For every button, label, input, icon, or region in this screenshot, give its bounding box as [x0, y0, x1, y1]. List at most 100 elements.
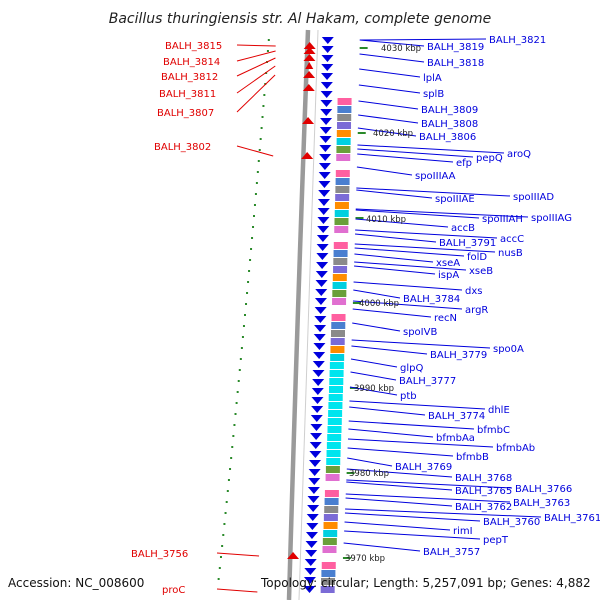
reverse-gene-arrow — [318, 163, 331, 170]
reverse-gene-arrow — [319, 127, 332, 134]
cds-color-block — [337, 106, 352, 113]
gene-label-left[interactable]: BALH_3815 — [165, 41, 222, 52]
gene-label-right[interactable]: BALH_3784 — [403, 294, 460, 305]
gene-label-right[interactable]: glpQ — [400, 363, 423, 374]
gene-label-right[interactable]: BALH_3806 — [419, 132, 476, 143]
gene-label-right[interactable]: accB — [451, 223, 475, 234]
gene-label-right[interactable]: pepQ — [476, 153, 503, 164]
reverse-gene-arrow — [316, 235, 329, 242]
gene-label-right[interactable]: BALH_3774 — [428, 411, 485, 422]
gene-label-left[interactable]: BALH_3756 — [131, 549, 188, 560]
right-label-connector — [349, 400, 486, 410]
gene-label-right[interactable]: dhlE — [488, 405, 510, 416]
reverse-gene-arrow — [320, 91, 333, 98]
right-label-connector — [352, 322, 401, 332]
gene-label-right[interactable]: bfmbB — [456, 452, 489, 463]
gene-label-right[interactable]: bfmbAa — [436, 433, 475, 444]
cds-color-block — [328, 394, 343, 401]
gene-label-left[interactable]: BALH_3814 — [163, 57, 220, 68]
right-label-connector — [357, 148, 474, 158]
gene-label-right[interactable]: BALH_3808 — [421, 119, 478, 130]
gene-label-right[interactable]: BALH_3766 — [515, 484, 572, 495]
reverse-gene-arrow — [312, 370, 325, 377]
cds-color-block — [329, 378, 344, 385]
gene-label-left[interactable]: BALH_3812 — [161, 72, 218, 83]
gene-label-right[interactable]: efp — [456, 158, 472, 169]
gene-label-right[interactable]: nusB — [498, 248, 523, 259]
gene-label-right[interactable]: BALH_3762 — [455, 502, 512, 513]
forward-gene-arrow — [302, 84, 315, 91]
cds-color-block — [333, 258, 348, 265]
cds-color-block — [334, 226, 349, 233]
reverse-gene-arrow — [315, 271, 328, 278]
right-label-connector — [345, 497, 453, 507]
gene-label-left[interactable]: BALH_3807 — [157, 108, 214, 119]
left-label-connector — [236, 145, 274, 157]
gene-label-left[interactable]: BALH_3811 — [159, 89, 216, 100]
scale-label: 4000 kbp — [359, 299, 399, 309]
cds-color-block — [334, 202, 349, 209]
gene-label-right[interactable]: BALH_3763 — [513, 498, 570, 509]
gene-label-right[interactable]: xseA — [436, 258, 460, 269]
gene-label-right[interactable]: BALH_3765 — [455, 486, 512, 497]
reverse-gene-arrow — [304, 559, 317, 566]
gene-label-right[interactable]: bfmbAb — [496, 443, 535, 454]
forward-gene-arrow — [301, 152, 314, 159]
gene-label-right[interactable]: argR — [465, 305, 488, 316]
gene-label-right[interactable]: dxs — [465, 286, 482, 297]
gene-label-right[interactable]: spoIIIAG — [531, 213, 572, 224]
reverse-gene-arrow — [315, 280, 328, 287]
gene-label-right[interactable]: folD — [467, 252, 487, 263]
gene-label-right[interactable]: BALH_3757 — [423, 547, 480, 558]
gene-label-right[interactable]: BALH_3769 — [395, 462, 452, 473]
gene-label-right[interactable]: BALH_3819 — [427, 42, 484, 53]
reverse-gene-arrow — [320, 109, 333, 116]
gene-label-right[interactable]: BALH_3761 — [544, 513, 600, 524]
reverse-gene-arrow — [305, 550, 318, 557]
gene-label-right[interactable]: bfmbC — [477, 425, 510, 436]
gene-label-right[interactable]: spoIIIAH — [482, 214, 523, 225]
right-label-connector — [357, 127, 417, 137]
gene-label-right[interactable]: BALH_3779 — [430, 350, 487, 361]
gene-label-right[interactable]: BALH_3818 — [427, 58, 484, 69]
gene-label-right[interactable]: ptb — [400, 391, 417, 402]
gene-label-right[interactable]: rimI — [453, 526, 473, 537]
reverse-gene-arrow — [317, 199, 330, 206]
cds-color-block — [329, 370, 344, 377]
gene-label-right[interactable]: recN — [434, 313, 457, 324]
reverse-gene-arrow — [319, 136, 332, 143]
gene-label-right[interactable]: spoIVB — [403, 327, 437, 338]
gene-label-right[interactable]: BALH_3777 — [399, 376, 456, 387]
gene-label-left[interactable]: proC — [162, 585, 185, 596]
reverse-gene-arrow — [310, 433, 323, 440]
gene-label-right[interactable]: spo0A — [493, 344, 524, 355]
gene-label-left[interactable]: BALH_3802 — [154, 142, 211, 153]
cds-color-block — [329, 362, 344, 369]
cds-color-block — [335, 170, 350, 177]
gene-label-right[interactable]: xseB — [469, 266, 493, 277]
reverse-gene-arrow — [304, 568, 317, 575]
genome-title: Bacillus thuringiensis str. Al Hakam, co… — [109, 11, 492, 27]
gene-label-right[interactable]: BALH_3809 — [421, 105, 478, 116]
reverse-gene-arrow — [317, 226, 330, 233]
gene-label-right[interactable]: ispA — [438, 270, 459, 281]
gene-label-right[interactable]: spoIIIAE — [435, 194, 475, 205]
gene-label-right[interactable]: BALH_3760 — [483, 517, 540, 528]
gene-label-right[interactable]: spoIIIAD — [513, 192, 554, 203]
gene-label-right[interactable]: pepT — [483, 535, 509, 546]
gene-label-right[interactable]: lplA — [423, 73, 442, 84]
gene-label-right[interactable]: splB — [423, 89, 444, 100]
gene-label-right[interactable]: aroQ — [507, 149, 531, 160]
gene-label-right[interactable]: BALH_3768 — [455, 473, 512, 484]
reverse-gene-arrow — [317, 217, 330, 224]
gene-label-right[interactable]: BALH_3791 — [439, 238, 496, 249]
reverse-gene-arrow — [318, 172, 331, 179]
gene-label-right[interactable]: accC — [500, 234, 524, 245]
cds-color-block — [323, 514, 338, 521]
cds-color-block — [321, 562, 336, 569]
gene-label-right[interactable]: BALH_3821 — [489, 35, 546, 46]
gene-label-right[interactable]: spoIIIAA — [415, 171, 456, 182]
right-label-connector — [352, 300, 463, 310]
reverse-gene-arrow — [321, 73, 334, 80]
left-label-connector — [236, 65, 276, 94]
